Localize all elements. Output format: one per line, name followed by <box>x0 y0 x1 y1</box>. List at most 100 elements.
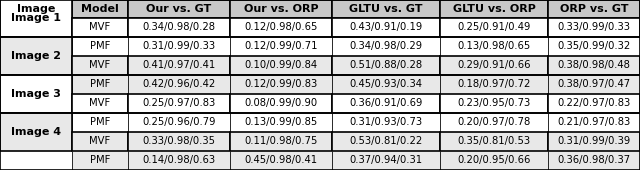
Bar <box>230 151 332 170</box>
Text: 0.13/0.98/0.65: 0.13/0.98/0.65 <box>458 41 531 51</box>
Text: 0.41/0.97/0.41: 0.41/0.97/0.41 <box>142 60 216 70</box>
Text: PMF: PMF <box>90 79 110 89</box>
Bar <box>440 113 548 132</box>
Bar <box>128 75 230 94</box>
Bar <box>440 151 548 170</box>
Bar <box>72 113 128 132</box>
Bar <box>230 56 332 75</box>
Bar <box>332 113 440 132</box>
Text: 0.36/0.91/0.69: 0.36/0.91/0.69 <box>349 98 422 108</box>
Text: 0.35/0.81/0.53: 0.35/0.81/0.53 <box>458 137 531 147</box>
Text: PMF: PMF <box>90 117 110 128</box>
Bar <box>128 37 230 56</box>
Bar <box>332 75 440 94</box>
Text: Our vs. ORP: Our vs. ORP <box>244 4 318 14</box>
Text: 0.12/0.99/0.71: 0.12/0.99/0.71 <box>244 41 317 51</box>
Bar <box>128 37 230 56</box>
Text: 0.08/0.99/0.90: 0.08/0.99/0.90 <box>244 98 317 108</box>
Bar <box>440 18 548 37</box>
Text: 0.35/0.99/0.32: 0.35/0.99/0.32 <box>557 41 630 51</box>
Bar <box>0 37 72 75</box>
Bar <box>230 18 332 37</box>
Bar <box>332 132 440 151</box>
Bar <box>72 113 128 132</box>
Bar <box>332 0 440 18</box>
Text: 0.33/0.99/0.33: 0.33/0.99/0.33 <box>557 22 630 32</box>
Bar <box>548 75 640 94</box>
Bar <box>548 75 640 94</box>
Bar <box>548 37 640 56</box>
Bar <box>548 113 640 132</box>
Bar <box>128 113 230 132</box>
Bar <box>72 0 128 18</box>
Bar <box>440 0 548 18</box>
Bar <box>332 37 440 56</box>
Bar <box>440 75 548 94</box>
Bar <box>72 94 128 113</box>
Bar <box>72 132 128 151</box>
Bar <box>440 113 548 132</box>
Bar <box>440 56 548 75</box>
Text: 0.21/0.97/0.83: 0.21/0.97/0.83 <box>557 117 630 128</box>
Text: 0.31/0.99/0.33: 0.31/0.99/0.33 <box>143 41 216 51</box>
Text: Image 1: Image 1 <box>11 13 61 23</box>
Text: 0.31/0.93/0.73: 0.31/0.93/0.73 <box>349 117 422 128</box>
Bar <box>128 0 230 18</box>
Text: 0.14/0.98/0.63: 0.14/0.98/0.63 <box>143 156 216 165</box>
Bar <box>0 75 72 113</box>
Bar <box>230 0 332 18</box>
Bar <box>72 18 128 37</box>
Bar <box>128 18 230 37</box>
Bar <box>440 75 548 94</box>
Bar <box>548 113 640 132</box>
Text: Image: Image <box>17 4 55 14</box>
Text: 0.25/0.96/0.79: 0.25/0.96/0.79 <box>142 117 216 128</box>
Bar <box>128 113 230 132</box>
Text: 0.12/0.98/0.65: 0.12/0.98/0.65 <box>244 22 317 32</box>
Text: 0.53/0.81/0.22: 0.53/0.81/0.22 <box>349 137 422 147</box>
Bar <box>72 56 128 75</box>
Text: 0.45/0.98/0.41: 0.45/0.98/0.41 <box>244 156 317 165</box>
Bar <box>440 94 548 113</box>
Bar <box>440 37 548 56</box>
Bar <box>548 151 640 170</box>
Bar <box>332 56 440 75</box>
Text: 0.51/0.88/0.28: 0.51/0.88/0.28 <box>349 60 422 70</box>
Text: 0.45/0.93/0.34: 0.45/0.93/0.34 <box>349 79 422 89</box>
Bar <box>548 132 640 151</box>
Bar <box>548 151 640 170</box>
Text: 0.11/0.98/0.75: 0.11/0.98/0.75 <box>244 137 317 147</box>
Bar <box>332 113 440 132</box>
Text: 0.10/0.99/0.84: 0.10/0.99/0.84 <box>244 60 317 70</box>
Bar <box>548 94 640 113</box>
Text: MVF: MVF <box>90 137 111 147</box>
Text: 0.29/0.91/0.66: 0.29/0.91/0.66 <box>457 60 531 70</box>
Text: PMF: PMF <box>90 41 110 51</box>
Text: ORP vs. GT: ORP vs. GT <box>560 4 628 14</box>
Bar <box>72 151 128 170</box>
Text: MVF: MVF <box>90 60 111 70</box>
Bar <box>72 75 128 94</box>
Bar <box>332 151 440 170</box>
Bar <box>128 56 230 75</box>
Bar <box>128 151 230 170</box>
Bar <box>332 18 440 37</box>
Bar <box>230 151 332 170</box>
Text: Our vs. GT: Our vs. GT <box>147 4 212 14</box>
Bar <box>128 94 230 113</box>
Text: 0.22/0.97/0.83: 0.22/0.97/0.83 <box>557 98 630 108</box>
Bar <box>548 37 640 56</box>
Bar <box>230 94 332 113</box>
Bar <box>332 75 440 94</box>
Text: Image 2: Image 2 <box>11 51 61 61</box>
Text: MVF: MVF <box>90 98 111 108</box>
Text: GLTU vs. GT: GLTU vs. GT <box>349 4 423 14</box>
Bar <box>0 113 72 151</box>
Text: 0.18/0.97/0.72: 0.18/0.97/0.72 <box>458 79 531 89</box>
Bar <box>440 37 548 56</box>
Bar <box>72 75 128 94</box>
Bar <box>230 37 332 56</box>
Text: 0.42/0.96/0.42: 0.42/0.96/0.42 <box>142 79 216 89</box>
Text: 0.12/0.99/0.83: 0.12/0.99/0.83 <box>244 79 317 89</box>
Bar <box>230 113 332 132</box>
